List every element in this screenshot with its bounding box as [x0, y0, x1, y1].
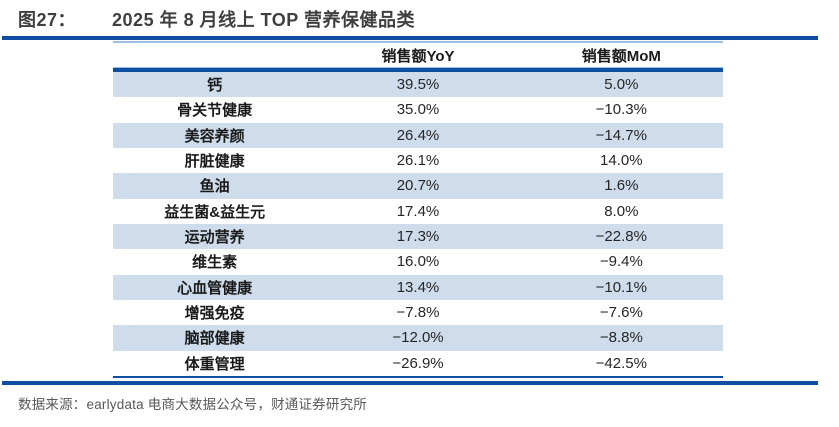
row-mom-cell: −22.8% — [595, 228, 647, 246]
table-row: 体重管理 −26.9% −42.5% — [113, 350, 723, 376]
header-cell-yoy: 销售额YoY — [381, 47, 455, 65]
data-source-note: 数据来源：earlydata 电商大数据公众号，财通证券研究所 — [18, 397, 367, 412]
title-underline-rule — [2, 36, 818, 40]
row-category-cell: 脑部健康 — [184, 330, 245, 348]
header-cell-mom: 销售额MoM — [581, 47, 661, 65]
section-divider-rule — [2, 381, 818, 385]
row-category-cell: 增强免疫 — [184, 305, 245, 323]
row-category-cell: 益生菌&益生元 — [164, 203, 266, 221]
row-yoy-cell: 17.4% — [396, 202, 440, 220]
row-yoy-cell: −12.0% — [392, 329, 444, 347]
row-yoy-cell: 26.1% — [396, 152, 440, 170]
table-row: 益生菌&益生元 17.4% 8.0% — [113, 198, 723, 224]
table-row: 骨关节健康 35.0% −10.3% — [113, 97, 723, 123]
row-mom-cell: −10.3% — [595, 101, 647, 119]
row-mom-cell: 14.0% — [600, 152, 643, 170]
row-mom-cell: 5.0% — [604, 76, 639, 94]
table-row: 运动营养 17.3% −22.8% — [113, 223, 723, 250]
row-mom-cell: 8.0% — [604, 202, 639, 220]
row-mom-cell: −10.1% — [595, 278, 647, 296]
header-separator-light — [113, 67, 723, 68]
row-category-cell: 肝脏健康 — [184, 153, 245, 171]
row-yoy-cell: 20.7% — [396, 177, 440, 195]
row-yoy-cell: −26.9% — [392, 354, 444, 372]
row-category-cell: 维生素 — [192, 254, 238, 272]
row-mom-cell: −7.6% — [599, 304, 643, 322]
row-mom-cell: −8.8% — [599, 329, 643, 347]
row-yoy-cell: 13.4% — [396, 278, 440, 296]
table-row: 维生素 16.0% −9.4% — [113, 249, 723, 275]
table-row: 脑部健康 −12.0% −8.8% — [113, 325, 723, 351]
row-category-cell: 运动营养 — [184, 229, 245, 247]
figure-number-label: 图27： — [18, 10, 77, 30]
table-header-row: 销售额YoY 销售额MoM — [113, 43, 723, 67]
row-category-cell: 骨关节健康 — [177, 102, 253, 120]
table-top-border — [113, 41, 723, 43]
table-body: 钙 39.5% 5.0% 骨关节健康 35.0% −10.3% 美容养颜 26.… — [113, 72, 723, 376]
table-row: 肝脏健康 26.1% 14.0% — [113, 147, 723, 174]
row-category-cell: 美容养颜 — [184, 127, 245, 145]
row-category-cell: 鱼油 — [199, 178, 230, 196]
row-category-cell: 钙 — [207, 77, 223, 95]
table-row: 美容养颜 26.4% −14.7% — [113, 122, 723, 148]
data-table: 销售额YoY 销售额MoM 钙 39.5% 5.0% 骨关节健康 35.0% −… — [113, 41, 723, 378]
row-mom-cell: −42.5% — [595, 354, 647, 372]
row-mom-cell: 1.6% — [604, 177, 639, 195]
row-category-cell: 体重管理 — [184, 355, 245, 373]
row-category-cell: 心血管健康 — [177, 279, 253, 297]
row-mom-cell: −14.7% — [595, 126, 647, 144]
figure-title-row: 图27： 2025 年 8 月线上 TOP 营养保健品类 — [18, 7, 819, 33]
header-separator-navy — [113, 68, 723, 72]
table-row: 鱼油 20.7% 1.6% — [113, 173, 723, 199]
table-bottom-border — [113, 375, 723, 378]
table-row: 心血管健康 13.4% −10.1% — [113, 274, 723, 300]
row-yoy-cell: 16.0% — [396, 253, 440, 271]
table-row: 增强免疫 −7.8% −7.6% — [113, 299, 723, 326]
row-yoy-cell: −7.8% — [396, 304, 440, 322]
row-mom-cell: −9.4% — [599, 253, 643, 271]
table-row: 钙 39.5% 5.0% — [113, 72, 723, 98]
row-yoy-cell: 35.0% — [396, 101, 440, 119]
figure-title: 2025 年 8 月线上 TOP 营养保健品类 — [112, 10, 415, 30]
row-yoy-cell: 26.4% — [396, 126, 440, 144]
row-yoy-cell: 17.3% — [396, 228, 440, 246]
row-yoy-cell: 39.5% — [396, 76, 440, 94]
